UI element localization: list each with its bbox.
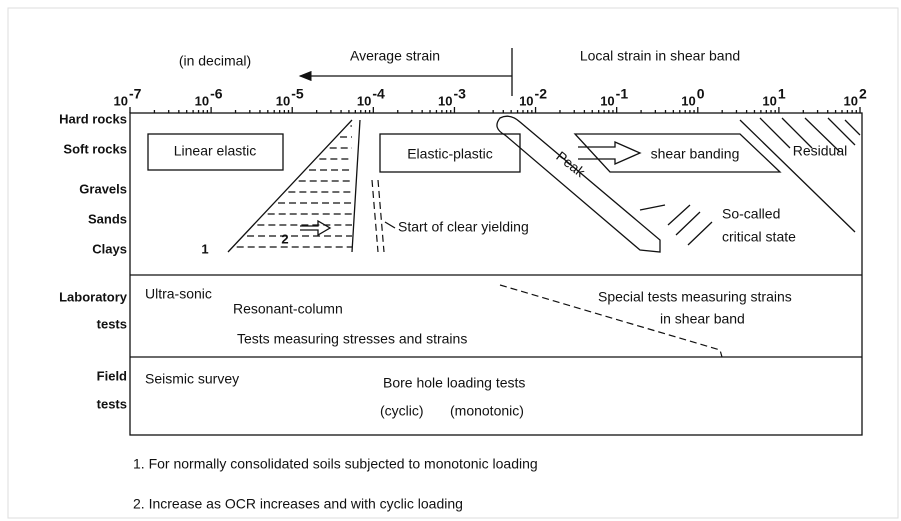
footnote: 2. Increase as OCR increases and with cy… <box>133 496 463 512</box>
row-label: Soft rocks <box>63 141 127 156</box>
row-label: Gravels <box>79 181 127 196</box>
arrow <box>578 141 642 165</box>
axis: 10 -7 10 -6 10 -5 10 -4 10 -3 10 -2 10 -1 10 0 10 1 10 2 <box>114 86 867 113</box>
tick-exp: -1 <box>616 86 629 102</box>
label: critical state <box>722 229 796 245</box>
boundary <box>227 119 361 253</box>
tick-exp: -3 <box>453 86 466 102</box>
tick-base: 10 <box>276 93 290 108</box>
label: 2 <box>281 231 288 246</box>
tick-exp: -6 <box>210 86 223 102</box>
tick-exp: -7 <box>129 86 142 102</box>
zone-box <box>379 133 521 173</box>
tick-base: 10 <box>844 93 858 108</box>
tick-base: 10 <box>519 93 533 108</box>
leader <box>384 221 396 229</box>
tick-exp: 1 <box>778 86 786 102</box>
tick-base: 10 <box>195 93 209 108</box>
zone-box <box>147 133 284 171</box>
yield-line <box>371 179 385 253</box>
labels: Linear elastic Elastic-plastic shear bandi… <box>145 143 847 419</box>
tick-base: 10 <box>681 93 695 108</box>
label: Elastic-plastic <box>407 146 493 162</box>
label: Special tests measuring strains <box>598 289 792 305</box>
label: Seismic survey <box>145 371 239 387</box>
label: Bore hole loading tests <box>383 375 525 391</box>
footnote: 1. For normally consolidated soils subje… <box>133 456 538 472</box>
tick-base: 10 <box>600 93 614 108</box>
label: So-called <box>722 206 780 222</box>
label: Resonant-column <box>233 301 343 317</box>
row-label: Hard rocks <box>59 111 127 126</box>
tick-exp: 0 <box>697 86 705 102</box>
tick-base: 10 <box>438 93 452 108</box>
label: Residual <box>793 143 847 159</box>
residual-hatch <box>739 117 861 233</box>
label: Ultra-sonic <box>145 286 212 302</box>
test-limit <box>499 284 723 358</box>
row-label: Field <box>97 368 127 383</box>
tick-exp: -2 <box>535 86 548 102</box>
header-right: Local strain in shear band <box>580 48 740 64</box>
tick-base: 10 <box>357 93 371 108</box>
frame <box>7 7 899 519</box>
label: Linear elastic <box>174 143 257 159</box>
peak-band <box>496 115 661 253</box>
table-box <box>129 112 863 436</box>
tick-exp: 2 <box>859 86 867 102</box>
arrow <box>300 219 332 237</box>
tick-base: 10 <box>114 93 128 108</box>
tick-exp: -4 <box>372 86 385 102</box>
row-label: Sands <box>88 211 127 226</box>
tick-exp: -5 <box>291 86 304 102</box>
label: (cyclic) <box>380 403 424 419</box>
label: Start of clear yielding <box>398 219 529 235</box>
critical-hatch <box>639 204 713 246</box>
header-note: (in decimal) <box>179 53 251 69</box>
hatch <box>236 125 352 248</box>
row-labels: Hard rocks Soft rocks Gravels Sands Clays Lab… <box>59 111 128 411</box>
label: (monotonic) <box>450 403 524 419</box>
row-label: tests <box>97 316 127 331</box>
row-label: Laboratory <box>59 289 128 304</box>
label: shear banding <box>651 146 740 162</box>
label: 1 <box>201 241 208 256</box>
label: in shear band <box>660 311 745 327</box>
header-left: Average strain <box>350 48 440 64</box>
row-label: tests <box>97 396 127 411</box>
label: Tests measuring stresses and strains <box>237 331 467 347</box>
row-label: Clays <box>92 241 127 256</box>
tick-base: 10 <box>762 93 776 108</box>
